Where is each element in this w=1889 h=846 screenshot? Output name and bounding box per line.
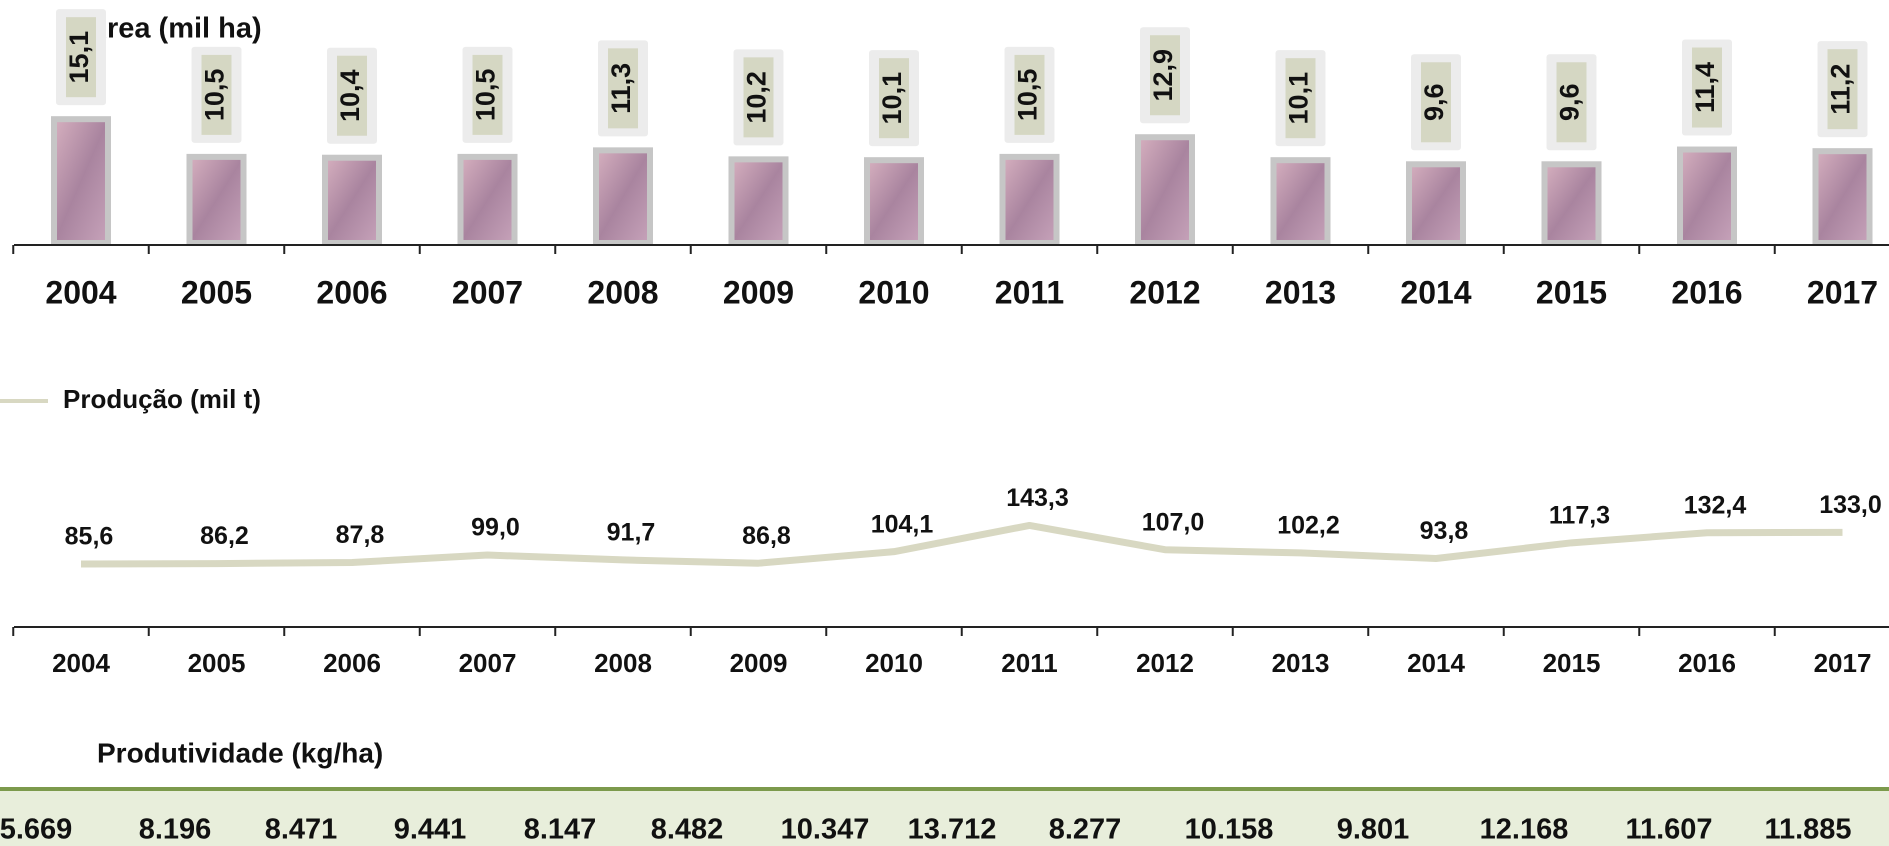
x-tick-label: 2004 [52,648,110,678]
value-label: 86,8 [742,522,791,550]
value-label: 10,5 [1013,69,1043,122]
x-tick-label: 2017 [1814,648,1872,678]
x-tick-label: 2012 [1136,648,1194,678]
x-tick-label: 2008 [594,648,652,678]
bar [1545,164,1599,243]
value-label: 133,0 [1819,491,1882,519]
x-tick-label: 2011 [1001,648,1057,678]
x-tick-label: 2007 [452,274,523,310]
table-cell: 8.482 [651,814,724,846]
x-tick-label: 2007 [459,648,517,678]
value-label: 10,2 [742,71,772,124]
bar [596,150,650,243]
x-tick-label: 2014 [1400,274,1471,310]
x-tick-label: 2009 [723,274,794,310]
value-label: 15,1 [64,31,94,84]
x-tick-label: 2010 [865,648,923,678]
table-cell: 9.441 [394,814,467,846]
x-tick-label: 2015 [1543,648,1601,678]
value-label: 12,9 [1148,49,1178,102]
value-label: 10,5 [471,69,501,122]
value-label: 107,0 [1142,508,1205,536]
x-tick-label: 2011 [995,274,1064,310]
value-label: 10,1 [1284,72,1314,125]
bar [325,158,379,243]
bar [461,157,515,243]
table-cell: 8.277 [1049,814,1122,846]
value-label: 102,2 [1277,512,1340,540]
value-label: 9,6 [1419,84,1449,122]
value-label: 132,4 [1684,491,1747,519]
value-label: 11,3 [606,63,636,114]
value-label: 85,6 [65,523,114,551]
x-tick-label: 2016 [1671,274,1742,310]
legend-label: Área (mil ha) [86,11,262,45]
x-tick-label: 2013 [1265,274,1336,310]
value-label: 91,7 [607,519,656,547]
value-label: 11,4 [1690,62,1720,113]
x-tick-label: 2005 [181,274,252,310]
value-label: 99,0 [471,514,520,542]
table-title: Produtividade (kg/ha) [97,737,383,768]
value-label: 143,3 [1006,484,1069,512]
table-cell: 11.607 [1625,814,1712,846]
table-cell: 8.196 [139,814,212,846]
table-cell: 11.885 [1764,814,1851,846]
x-tick-label: 2012 [1129,274,1200,310]
x-tick-label: 2006 [316,274,387,310]
table-cell: 10.347 [781,814,870,846]
table-cell: 8.471 [265,814,338,846]
value-label: 9,6 [1555,84,1585,122]
x-tick-label: 2014 [1407,648,1465,678]
legend-label: Produção (mil t) [63,384,261,414]
value-label: 10,1 [877,72,907,125]
table-cell: 8.147 [524,814,597,846]
bar [1680,150,1734,243]
bar [732,159,786,243]
x-tick-label: 2015 [1536,274,1607,310]
x-tick-label: 2005 [188,648,246,678]
table-cell: 9.801 [1337,814,1410,846]
value-label: 10,5 [200,69,230,122]
x-tick-label: 2004 [45,274,116,310]
x-tick-label: 2013 [1272,648,1330,678]
x-tick-label: 2009 [730,648,788,678]
x-tick-label: 2017 [1807,274,1878,310]
table-cell: 13.712 [908,814,997,846]
bar [1274,160,1328,243]
value-label: 10,4 [335,69,365,122]
x-tick-label: 2016 [1678,648,1736,678]
value-label: 11,2 [1826,64,1856,115]
value-label: 93,8 [1420,517,1469,545]
bar [54,119,108,243]
table-cell: 10.158 [1185,814,1274,846]
value-label: 104,1 [871,510,934,538]
bar [1816,151,1870,243]
bar [1409,164,1463,243]
bar [1003,157,1057,243]
x-tick-label: 2010 [858,274,929,310]
bar [190,157,244,243]
bar [1138,137,1192,243]
table-cell: 5.669 [0,814,72,846]
x-tick-label: 2008 [587,274,658,310]
chart: Produtividade (kg/ha) Área (mil ha)15,1 1… [0,0,1889,846]
bar [867,160,921,243]
x-tick-label: 2006 [323,648,381,678]
table-cell: 12.168 [1480,814,1569,846]
value-label: 86,2 [200,522,249,550]
value-label: 117,3 [1549,501,1610,529]
value-label: 87,8 [336,521,385,549]
